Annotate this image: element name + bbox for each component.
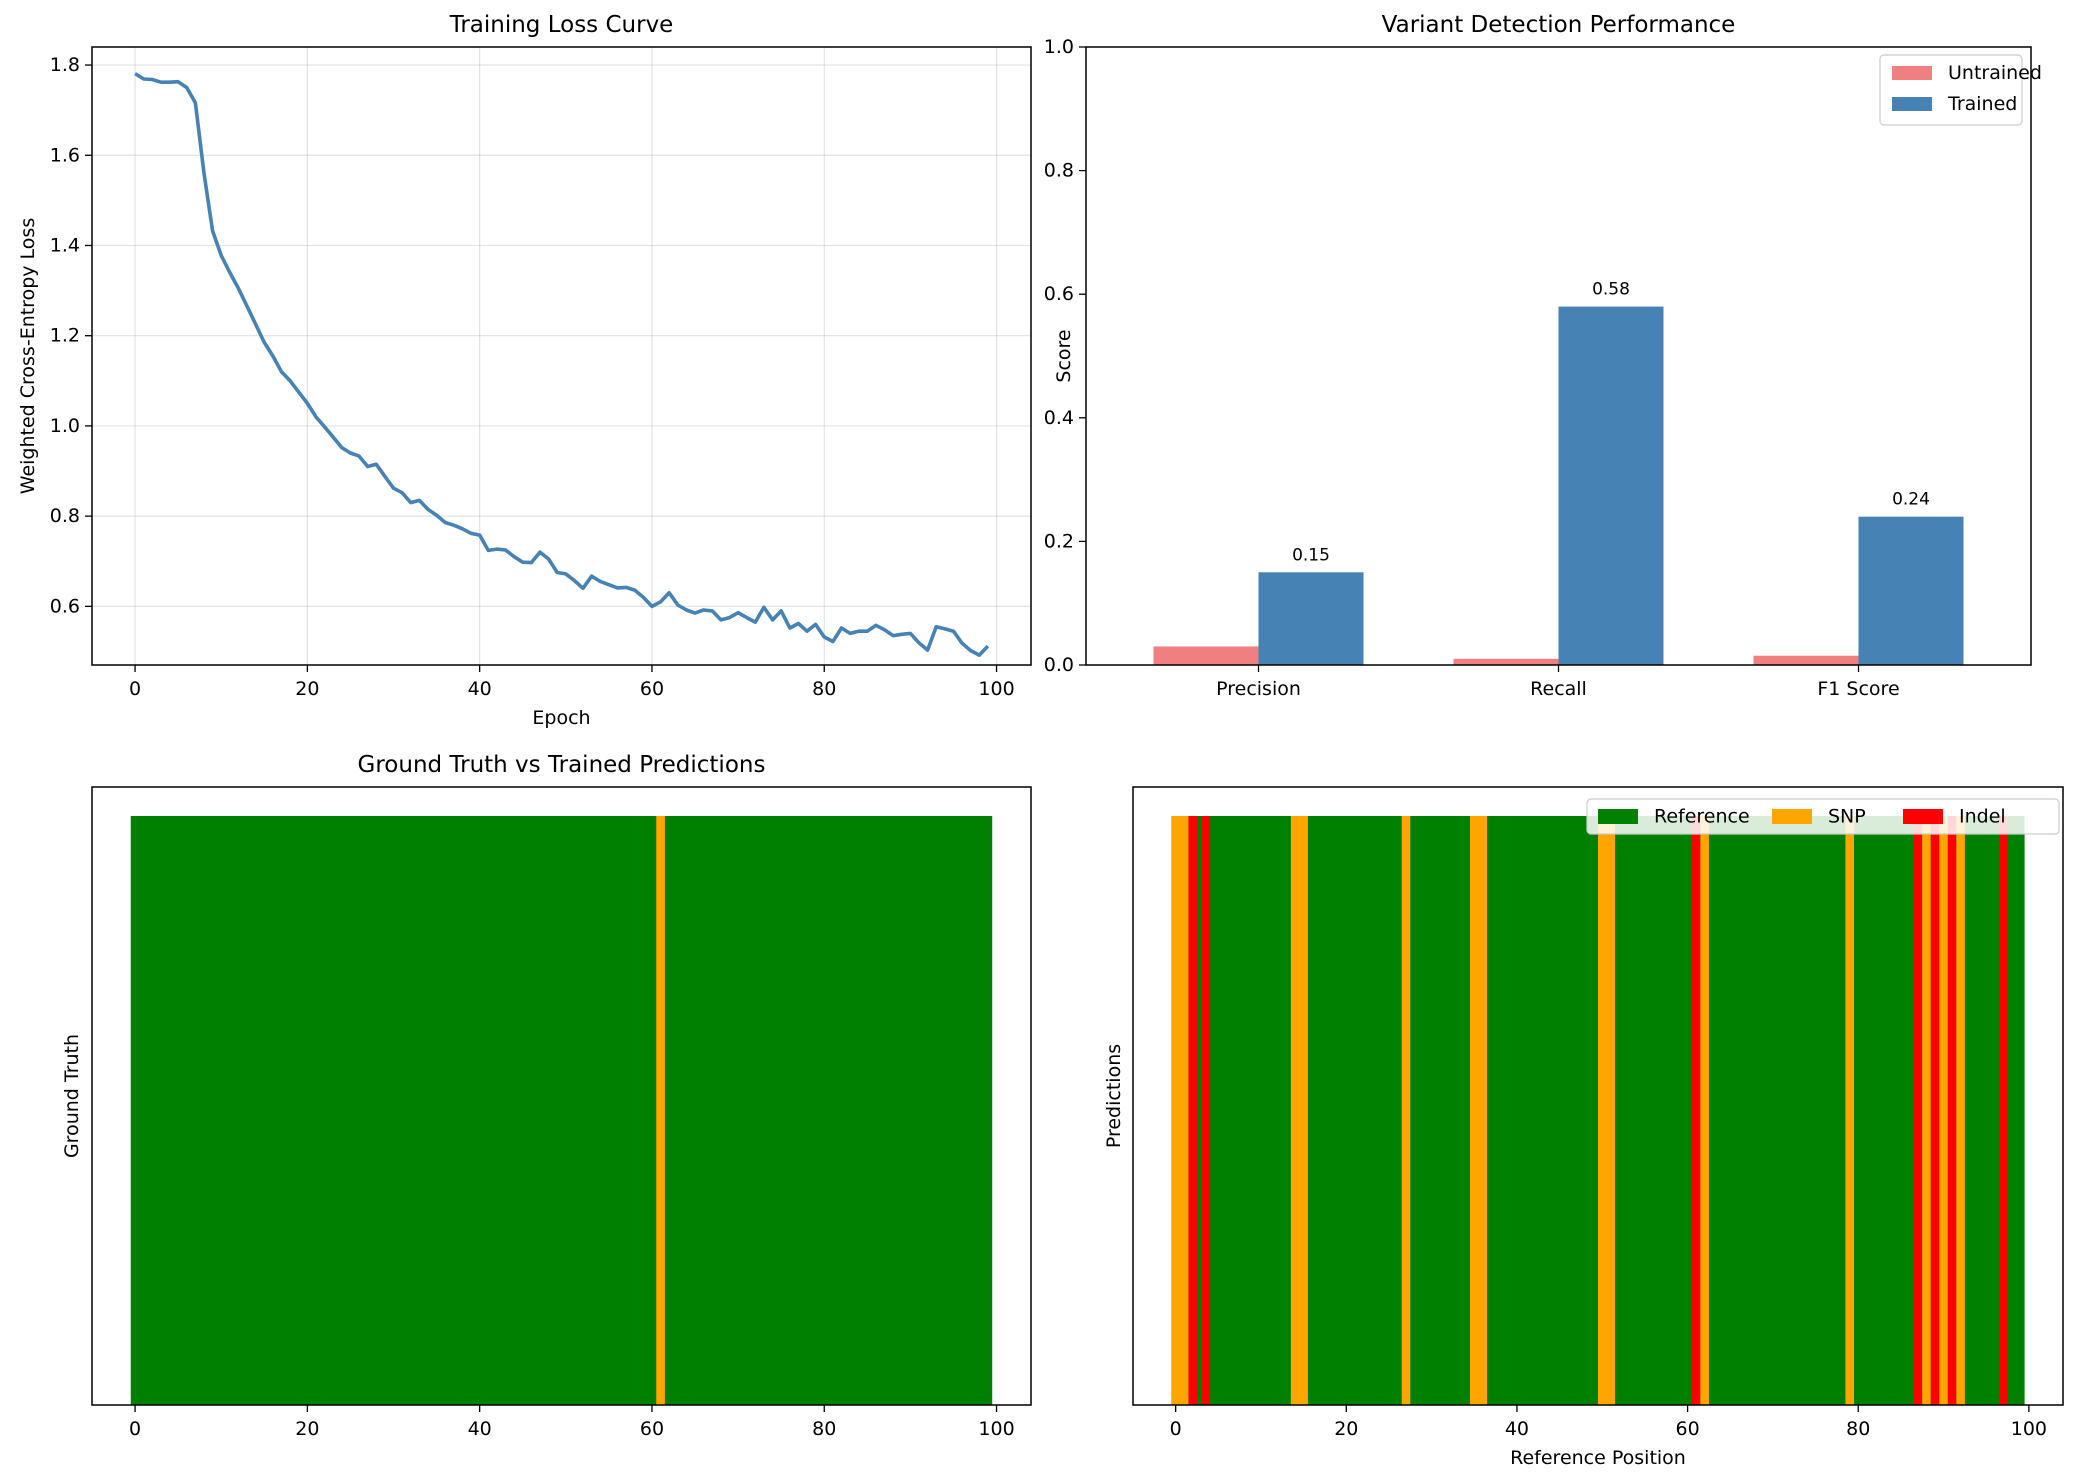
perf-bar-trained <box>1558 306 1664 665</box>
perf-y-axis-label: Score <box>1053 329 1075 382</box>
ground-truth-chart: 0 20 40 60 80 100 Ground Truth vs Trained Pred… <box>61 752 1032 1440</box>
loss-x-tick-label: 40 <box>468 678 492 700</box>
pred-segment-indel <box>1188 816 1197 1405</box>
pred-x-tick-label: 0 <box>1170 1418 1182 1440</box>
gt-x-tick-label: 60 <box>640 1418 664 1440</box>
pred-legend-swatch-snp <box>1772 809 1812 824</box>
perf-bar-value-label: 0.58 <box>1592 280 1630 300</box>
loss-y-tick-label: 1.6 <box>50 144 80 166</box>
loss-y-tick-label: 1.2 <box>50 325 80 347</box>
pred-segment-snp <box>1845 816 1854 1405</box>
loss-chart: 0 20 40 60 80 100 0.6 0.8 1.0 1.2 1.4 1.6 1.8 Trainin… <box>17 12 1032 729</box>
pred-segment-snp <box>1401 816 1411 1405</box>
loss-series-line <box>134 72 990 657</box>
loss-y-tick-label: 0.6 <box>50 595 80 617</box>
pred-y-axis-label: Predictions <box>1103 1044 1125 1148</box>
performance-chart: 0.15 0.58 0.24 Precision Recall F1 Score 0.0 0.… <box>1044 12 2042 700</box>
gt-segment-snp <box>656 816 665 1405</box>
loss-chart-title: Training Loss Curve <box>449 12 674 38</box>
loss-x-tick-label: 0 <box>129 678 141 700</box>
gt-chart-title: Ground Truth vs Trained Predictions <box>358 752 766 778</box>
perf-bar-trained <box>1258 572 1364 665</box>
gt-reference-band <box>130 816 993 1405</box>
pred-legend-swatch-reference <box>1598 809 1638 824</box>
pred-segment-snp <box>1939 816 1948 1405</box>
pred-legend-label: Indel <box>1959 806 2006 828</box>
pred-segment-snp <box>1290 816 1308 1405</box>
pred-legend-label: SNP <box>1828 806 1866 828</box>
pred-segment-indel <box>1930 816 1940 1405</box>
pred-segment-indel <box>1947 816 1957 1405</box>
perf-y-tick-label: 0.0 <box>1044 654 1074 676</box>
perf-bar-untrained <box>1453 658 1559 665</box>
perf-y-tick-label: 0.4 <box>1044 407 1074 429</box>
perf-x-tick-label: F1 Score <box>1817 678 1899 700</box>
pred-segment-snp <box>1700 816 1709 1405</box>
pred-segment-snp <box>1598 816 1616 1405</box>
pred-segment-snp <box>1171 816 1189 1405</box>
gt-x-tick-label: 100 <box>978 1418 1014 1440</box>
perf-y-tick-label: 0.2 <box>1044 530 1074 552</box>
gt-x-tick-label: 20 <box>295 1418 319 1440</box>
gt-x-tick-label: 40 <box>468 1418 492 1440</box>
perf-legend-swatch-trained <box>1892 97 1932 111</box>
loss-y-tick-label: 0.8 <box>50 505 80 527</box>
loss-x-tick-label: 20 <box>295 678 319 700</box>
pred-axes-frame <box>1132 786 2064 1406</box>
perf-y-tick-label: 0.8 <box>1044 160 1074 182</box>
perf-bar-trained <box>1858 516 1964 665</box>
perf-y-tick-label: 1.0 <box>1044 36 1074 58</box>
gt-x-tick-label: 0 <box>129 1418 141 1440</box>
perf-x-tick-label: Recall <box>1530 678 1587 700</box>
perf-bar-value-label: 0.15 <box>1292 545 1330 565</box>
pred-segment-snp <box>1470 816 1488 1405</box>
pred-legend-label: Reference <box>1654 806 1750 828</box>
perf-legend-label: Trained <box>1947 93 2017 115</box>
pred-x-tick-label: 40 <box>1505 1418 1529 1440</box>
predictions-chart: 0 20 40 60 80 100 Reference Position Prediction… <box>1103 786 2064 1469</box>
loss-x-tick-label: 80 <box>812 678 836 700</box>
perf-y-tick-label: 0.6 <box>1044 283 1074 305</box>
pred-segment-indel <box>1999 816 2008 1405</box>
perf-legend: Untrained Trained <box>1879 54 2042 126</box>
gt-y-axis-label: Ground Truth <box>61 1034 83 1158</box>
pred-segment-snp <box>1922 816 1931 1405</box>
loss-y-axis-label: Weighted Cross-Entropy Loss <box>17 218 39 494</box>
loss-axes-frame <box>91 46 1032 666</box>
pred-x-tick-label: 100 <box>2011 1418 2047 1440</box>
gt-axes-frame <box>91 786 1032 1406</box>
gt-x-tick-label: 80 <box>812 1418 836 1440</box>
pred-x-axis-label: Reference Position <box>1510 1447 1686 1469</box>
perf-legend-label: Untrained <box>1948 62 2042 84</box>
loss-y-tick-label: 1.8 <box>50 54 80 76</box>
pred-legend-swatch-indel <box>1903 809 1943 824</box>
perf-x-tick-label: Precision <box>1216 678 1301 700</box>
pred-x-tick-label: 60 <box>1675 1418 1699 1440</box>
perf-bar-untrained <box>1153 646 1259 665</box>
pred-segment-indel <box>1201 816 1210 1405</box>
loss-y-tick-label: 1.0 <box>50 415 80 437</box>
loss-y-tick-label: 1.4 <box>50 234 80 256</box>
loss-x-tick-label: 60 <box>640 678 664 700</box>
pred-legend-box <box>1586 798 2060 835</box>
loss-x-axis-label: Epoch <box>532 707 590 729</box>
perf-bar-untrained <box>1753 655 1859 665</box>
pred-x-tick-label: 20 <box>1334 1418 1358 1440</box>
perf-chart-title: Variant Detection Performance <box>1382 12 1736 38</box>
pred-segment-snp <box>1956 816 1965 1405</box>
loss-x-tick-label: 100 <box>978 678 1014 700</box>
pred-legend: Reference SNP Indel <box>1586 798 2060 835</box>
perf-legend-swatch-untrained <box>1892 66 1932 80</box>
pred-segment-indel <box>1691 816 1701 1405</box>
pred-x-tick-label: 80 <box>1846 1418 1870 1440</box>
perf-bar-value-label: 0.24 <box>1892 490 1930 510</box>
pred-segment-indel <box>1913 816 1923 1405</box>
